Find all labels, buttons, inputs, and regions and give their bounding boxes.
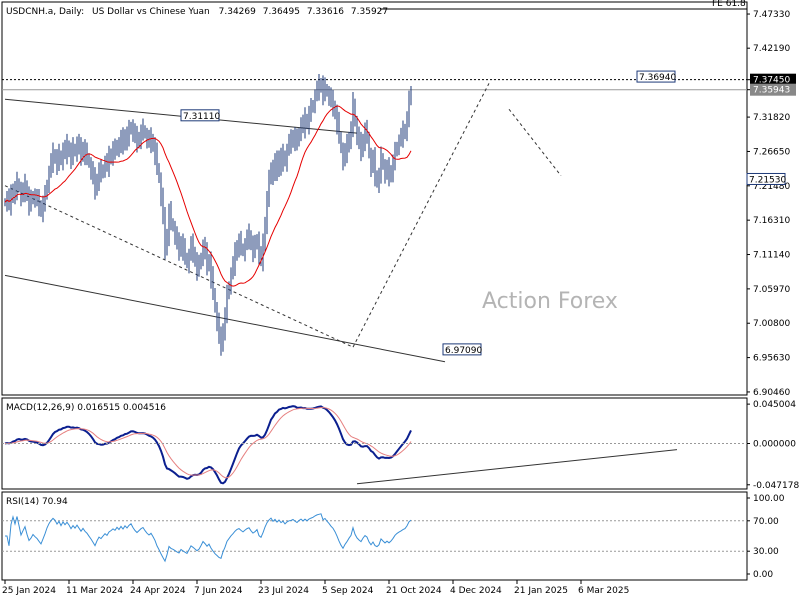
annotation-label: 7.21530 bbox=[749, 175, 786, 185]
price-tick-label: 7.26650 bbox=[753, 147, 790, 157]
up-trend-line bbox=[352, 83, 490, 348]
price-tag-box bbox=[750, 73, 796, 86]
price-tag-box bbox=[750, 83, 796, 96]
fib-extension-label: FE 61.8 bbox=[712, 0, 746, 9]
price-levels: FE 61.8 bbox=[2, 0, 747, 91]
time-tick-label: 6 Mar 2025 bbox=[578, 586, 629, 596]
macd-trendline bbox=[356, 449, 678, 485]
time-tick-label: 23 Jul 2024 bbox=[258, 586, 309, 596]
down-trend-line bbox=[4, 185, 354, 348]
rsi-line bbox=[2, 513, 747, 563]
price-tag-label: 7.37450 bbox=[753, 76, 790, 86]
annotation-label: 6.97090 bbox=[445, 346, 482, 356]
macd-tick-label: 0.000000 bbox=[753, 440, 796, 450]
price-axis: 7.47330 7.42190 7.31820 7.26650 7.21480 7.163… bbox=[747, 10, 790, 398]
macd-line bbox=[4, 405, 412, 485]
annotation-box bbox=[442, 343, 482, 356]
chart-header: USDCNH.a, Daily: US Dollar vs Chinese Yu… bbox=[6, 7, 388, 17]
price-tick-label: 7.11140 bbox=[753, 251, 790, 261]
time-tick-label: 24 Apr 2024 bbox=[130, 586, 186, 596]
price-tick-label: 6.90460 bbox=[753, 388, 790, 398]
moving-average-line bbox=[4, 105, 412, 287]
price-tick-label: 7.47330 bbox=[753, 10, 790, 20]
header-high: 7.36495 bbox=[263, 7, 300, 17]
time-tick-label: 5 Sep 2024 bbox=[322, 586, 374, 596]
signal-line bbox=[4, 407, 412, 479]
price-panel-frame bbox=[1, 1, 748, 396]
rsi-axis: 100.00 70.00 30.00 0.00 bbox=[747, 494, 785, 580]
rsi-tick-label: 0.00 bbox=[753, 570, 773, 580]
macd-axis: 0.045004 0.000000 -0.047178 bbox=[747, 400, 799, 491]
price-tick-label: 7.21480 bbox=[753, 182, 790, 192]
macd-tick-label: 0.045004 bbox=[753, 400, 796, 410]
rsi-tick-label: 30.00 bbox=[753, 547, 779, 557]
time-tick-label: 21 Jan 2025 bbox=[514, 586, 568, 596]
price-tag-label: 7.35943 bbox=[753, 86, 790, 96]
annotation-label: 7.31110 bbox=[183, 112, 220, 122]
header-close: 7.35927 bbox=[351, 7, 388, 17]
time-tick-label: 11 Mar 2024 bbox=[66, 586, 123, 596]
rsi-tick-label: 70.00 bbox=[753, 517, 779, 527]
price-tick-label: 7.42190 bbox=[753, 44, 790, 54]
price-tick-label: 7.16310 bbox=[753, 216, 790, 226]
annotation-box bbox=[636, 70, 676, 83]
rsi-tick-label: 100.00 bbox=[753, 494, 785, 504]
moving-average bbox=[4, 105, 412, 287]
macd-title: MACD(12,26,9) 0.016515 0.004516 bbox=[6, 403, 166, 413]
header-description: US Dollar vs Chinese Yuan bbox=[92, 7, 210, 17]
rsi-title: RSI(14) 70.94 bbox=[6, 497, 68, 507]
price-tick-label: 6.95630 bbox=[753, 354, 790, 364]
price-tick-label: 7.05970 bbox=[753, 285, 790, 295]
time-tick-label: 4 Dec 2024 bbox=[450, 586, 502, 596]
header-open: 7.34269 bbox=[219, 7, 256, 17]
annotation-box bbox=[746, 172, 786, 185]
macd-lines bbox=[2, 405, 747, 485]
price-tick-label: 7.31820 bbox=[753, 113, 790, 123]
header-symbol: USDCNH.a, Daily: bbox=[6, 7, 84, 17]
price-bars bbox=[4, 74, 412, 356]
time-axis: 25 Jan 2024 11 Mar 2024 24 Apr 2024 7 Jun 2… bbox=[2, 580, 629, 596]
annotation-box bbox=[180, 109, 220, 122]
pullback-line bbox=[508, 108, 562, 177]
price-annotations: 7.31110 6.97090 7.36940 7.21530 bbox=[180, 70, 786, 356]
time-tick-label: 21 Oct 2024 bbox=[386, 586, 442, 596]
macd-tick-label: -0.047178 bbox=[753, 481, 799, 491]
time-tick-label: 25 Jan 2024 bbox=[2, 586, 56, 596]
rsi-line bbox=[5, 513, 412, 563]
watermark: Action Forex bbox=[482, 289, 618, 314]
rsi-panel-frame bbox=[1, 491, 748, 581]
price-tick-label: 7.00800 bbox=[753, 319, 790, 329]
header-low: 7.33616 bbox=[307, 7, 344, 17]
annotation-label: 7.36940 bbox=[639, 73, 676, 83]
time-tick-label: 7 Jun 2024 bbox=[194, 586, 243, 596]
